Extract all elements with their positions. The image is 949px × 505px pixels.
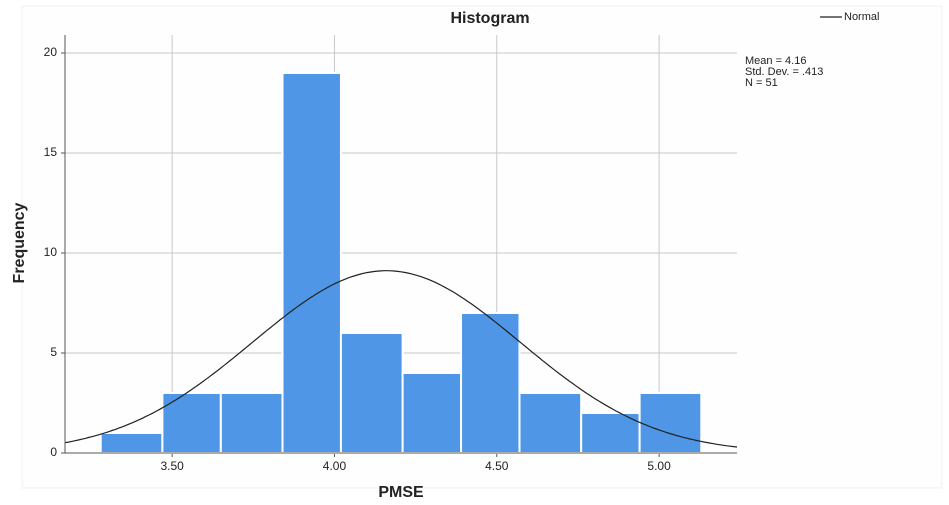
bar (281, 72, 342, 454)
bar (339, 332, 404, 454)
y-tick-label: 5 (50, 345, 57, 359)
stat-label: Std. Dev. = .413 (745, 66, 823, 78)
bar (638, 392, 703, 454)
x-tick-label: 4.00 (323, 459, 347, 473)
y-tick-label: 15 (44, 145, 58, 159)
normal-curve (64, 270, 738, 448)
y-axis-label: Frequency (11, 202, 28, 283)
y-tick-label: 20 (44, 45, 58, 59)
bar (161, 392, 222, 454)
bar (99, 432, 164, 454)
y-tick-label: 10 (44, 245, 58, 259)
y-tick-label: 0 (50, 445, 57, 459)
stat-label: Mean = 4.16 (745, 55, 806, 67)
bar (460, 312, 521, 454)
x-axis-label: PMSE (378, 484, 424, 501)
x-tick-label: 5.00 (647, 459, 671, 473)
bar (518, 392, 583, 454)
bar (219, 392, 284, 454)
stat-label: N = 51 (745, 77, 778, 89)
chart-title: Histogram (450, 10, 529, 27)
x-tick-label: 4.50 (485, 459, 509, 473)
x-tick-label: 3.50 (160, 459, 184, 473)
legend-label: Normal (844, 11, 879, 23)
bar (401, 372, 463, 454)
